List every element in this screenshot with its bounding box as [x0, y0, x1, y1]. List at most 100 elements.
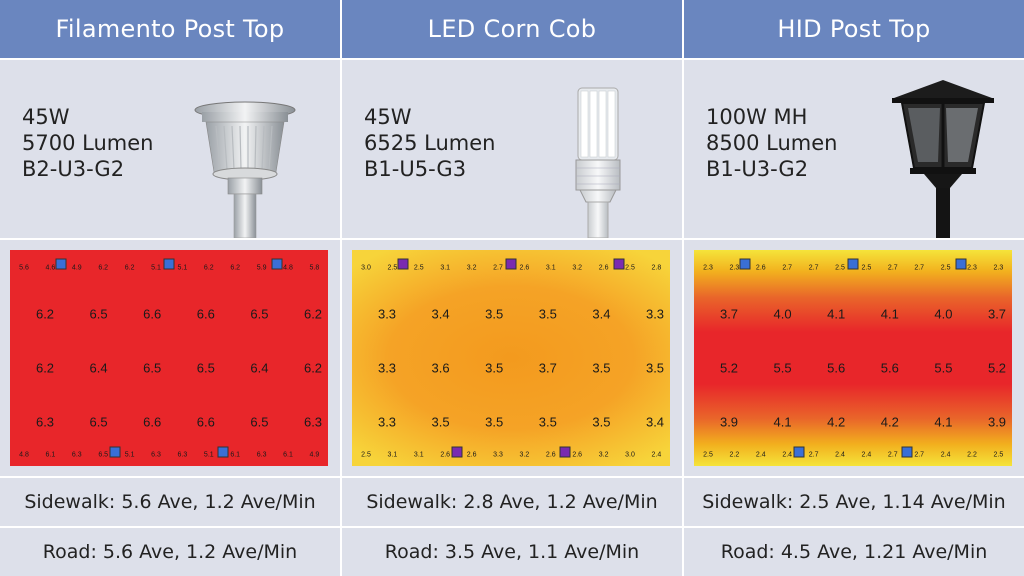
lumens: 6525 Lumen	[364, 131, 496, 155]
wattage: 100W MH	[706, 105, 808, 129]
sidewalk-stats: Sidewalk: 2.8 Ave, 1.2 Ave/Min	[342, 478, 682, 526]
sidewalk-top-value: 2.5	[625, 264, 635, 272]
road-grid-value: 5.6	[880, 360, 899, 376]
road-grid-value: 6.6	[143, 306, 162, 322]
lumens: 5700 Lumen	[22, 131, 154, 155]
post-top-luminaire-icon	[190, 100, 300, 238]
spec-text: 45W 5700 Lumen B2-U3-G2	[22, 104, 153, 182]
sidewalk-bottom-value: 2.6	[545, 451, 556, 459]
road-grid-value: 3.3	[645, 306, 665, 322]
spec-text: 45W 6525 Lumen B1-U5-G3	[364, 104, 495, 182]
road-grid-value: 5.2	[719, 360, 739, 376]
sidewalk-stats: Sidewalk: 2.5 Ave, 1.14 Ave/Min	[684, 478, 1024, 526]
sidewalk-top-value: 2.5	[835, 264, 845, 272]
spec-panel: 45W 6525 Lumen B1-U5-G3	[342, 60, 682, 238]
sidewalk-top-value: 2.7	[493, 264, 503, 272]
road-grid-value: 3.7	[987, 306, 1007, 322]
sidewalk-bottom-value: 2.4	[782, 451, 793, 459]
sidewalk-top-value: 5.1	[151, 264, 161, 272]
sidewalk-bottom-value: 3.2	[598, 451, 609, 459]
sidewalk-top-value: 2.7	[808, 264, 819, 272]
road-stats: Road: 5.6 Ave, 1.2 Ave/Min	[0, 528, 340, 576]
road-grid-value: 3.5	[592, 360, 611, 376]
illuminance-heatmap: 2.3 2.3 2.6 2.7 2.7 2.5 2.5 2.7 2.7 2.5 2.3 2.3 2.5 2…	[694, 250, 1012, 466]
road-grid-value: 4.0	[934, 306, 953, 322]
road-grid-value: 4.1	[773, 414, 792, 430]
pole-marker-icon	[559, 446, 571, 458]
pole-marker-icon	[793, 446, 805, 458]
sidewalk-bottom-value: 2.6	[466, 451, 477, 459]
road-grid-value: 4.0	[773, 306, 792, 322]
column-title: Filamento Post Top	[0, 0, 340, 58]
sidewalk-top-value: 2.7	[782, 264, 793, 272]
road-grid-value: 3.5	[592, 414, 611, 430]
sidewalk-top-value: 2.6	[519, 264, 530, 272]
pole-marker-icon	[397, 258, 409, 270]
road-grid-value: 3.5	[485, 360, 504, 376]
road-grid-value: 3.5	[485, 414, 504, 430]
illuminance-plot-panel: 3.0 2.5 2.5 3.1 3.2 2.7 2.6 3.1 3.2 2.6 2.5 2.8 2.5 3…	[342, 240, 682, 476]
sidewalk-bottom-value: 6.5	[98, 451, 109, 459]
road-grid-value: 3.4	[431, 306, 450, 322]
pole-marker-icon	[613, 258, 625, 270]
road-grid-value: 5.5	[773, 360, 792, 376]
sidewalk-bottom-value: 4.9	[309, 451, 320, 459]
sidewalk-bottom-value: 3.1	[413, 451, 424, 459]
road-grid-value: 6.2	[303, 360, 323, 376]
illuminance-heatmap: 5.6 4.6 4.9 6.2 6.2 5.1 5.1 6.2 6.2 5.9 4.8 5.8 4.8 6…	[10, 250, 328, 466]
sidewalk-bottom-value: 2.4	[755, 451, 766, 459]
sidewalk-bottom-value: 2.4	[940, 451, 951, 459]
pole-marker-icon	[739, 258, 751, 270]
sidewalk-top-value: 3.1	[440, 264, 451, 272]
road-grid-value: 6.6	[196, 306, 215, 322]
sidewalk-bottom-value: 2.7	[808, 451, 819, 459]
sidewalk-bottom-value: 3.1	[387, 451, 398, 459]
sidewalk-bottom-value: 6.1	[45, 451, 56, 459]
sidewalk-top-value: 5.8	[309, 264, 320, 272]
sidewalk-bottom-value: 3.2	[519, 451, 530, 459]
road-grid-value: 4.1	[880, 306, 899, 322]
road-grid-value: 6.5	[89, 414, 108, 430]
road-grid-value: 6.3	[35, 414, 55, 430]
sidewalk-bottom-value: 2.5	[361, 451, 371, 459]
road-grid-value: 3.7	[719, 306, 739, 322]
sidewalk-top-value: 6.2	[124, 264, 135, 272]
road-stats: Road: 4.5 Ave, 1.21 Ave/Min	[684, 528, 1024, 576]
road-grid-value: 3.4	[645, 414, 665, 430]
sidewalk-top-value: 4.8	[283, 264, 293, 272]
column-title: HID Post Top	[684, 0, 1024, 58]
road-grid-value: 6.5	[250, 414, 269, 430]
pole-marker-icon	[955, 258, 967, 270]
road-grid-value: 3.5	[485, 306, 504, 322]
sidewalk-top-value: 2.8	[651, 264, 662, 272]
road-grid-value: 6.5	[250, 306, 269, 322]
sidewalk-bottom-value: 6.3	[177, 451, 188, 459]
road-grid-value: 6.5	[196, 360, 215, 376]
sidewalk-bottom-value: 6.1	[283, 451, 293, 459]
road-grid-value: 6.2	[35, 360, 55, 376]
sidewalk-top-value: 4.6	[45, 264, 56, 272]
wattage: 45W	[364, 105, 412, 129]
sidewalk-bottom-value: 2.5	[993, 451, 1004, 459]
road-grid-value: 3.5	[538, 414, 557, 430]
sidewalk-bottom-value: 3.0	[625, 451, 635, 459]
corn-cob-lamp-icon	[570, 86, 626, 238]
bug-rating: B1-U5-G3	[364, 157, 467, 181]
sidewalk-bottom-value: 4.8	[19, 451, 29, 459]
road-grid-value: 5.6	[827, 360, 846, 376]
sidewalk-top-value: 5.9	[256, 264, 267, 272]
road-grid-value: 3.4	[592, 306, 611, 322]
pole-marker-icon	[451, 446, 463, 458]
pole-marker-icon	[109, 446, 121, 458]
sidewalk-bottom-value: 2.4	[651, 451, 662, 459]
road-grid-value: 3.5	[431, 414, 450, 430]
sidewalk-top-value: 6.2	[98, 264, 109, 272]
sidewalk-top-value: 2.3	[703, 264, 713, 272]
road-grid-value: 3.7	[538, 360, 557, 376]
spec-panel: 45W 5700 Lumen B2-U3-G2	[0, 60, 340, 238]
sidewalk-bottom-value: 2.2	[729, 451, 740, 459]
spec-panel: 100W MH 8500 Lumen B1-U3-G2	[684, 60, 1024, 238]
sidewalk-top-value: 2.6	[598, 264, 609, 272]
sidewalk-bottom-value: 6.1	[230, 451, 241, 459]
road-grid-value: 6.5	[89, 306, 108, 322]
